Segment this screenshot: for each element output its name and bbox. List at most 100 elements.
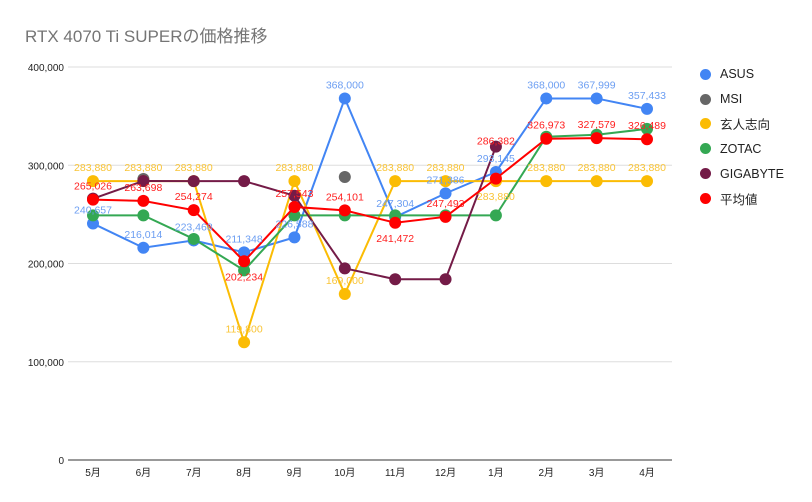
- chart-title: RTX 4070 Ti SUPERの価格推移: [25, 27, 268, 46]
- data-point: [238, 175, 251, 188]
- y-tick-label: 100,000: [28, 358, 65, 369]
- x-tick-label: 4月: [639, 467, 655, 479]
- series-line: [93, 127, 648, 272]
- data-point: [540, 175, 553, 188]
- data-point: [87, 217, 99, 230]
- data-label: 283,880: [275, 162, 313, 174]
- legend-item: GIGABYTE: [700, 161, 784, 186]
- data-point: [389, 216, 402, 229]
- legend-marker: [700, 93, 711, 105]
- data-label: 216,014: [124, 229, 162, 241]
- legend-label: GIGABYTE: [720, 166, 784, 181]
- data-point: [590, 92, 603, 105]
- legend-item: ASUS: [700, 62, 784, 87]
- data-label: 293,145: [477, 153, 515, 165]
- data-point: [288, 189, 301, 202]
- x-tick-label: 1月: [488, 467, 504, 479]
- y-tick-label: 200,000: [28, 260, 65, 271]
- data-point: [540, 132, 553, 145]
- data-point: [238, 264, 251, 277]
- data-point: [338, 204, 351, 217]
- data-label: 283,880: [527, 162, 565, 174]
- data-label: 283,880: [578, 162, 616, 174]
- data-point: [439, 273, 452, 286]
- data-label: 240,657: [74, 205, 112, 217]
- legend-marker: [700, 168, 711, 180]
- data-point: [87, 175, 99, 188]
- data-label: 283,880: [175, 162, 213, 174]
- legend-marker: [700, 192, 711, 204]
- data-label: 326,489: [628, 120, 666, 132]
- data-label: 226,588: [275, 218, 313, 230]
- data-point: [489, 140, 502, 153]
- data-label: 368,000: [326, 79, 364, 91]
- legend-item: 玄人志向: [700, 112, 784, 137]
- data-label: 254,101: [326, 191, 364, 203]
- data-label: 241,472: [376, 233, 414, 245]
- x-tick-label: 7月: [186, 467, 202, 479]
- legend-item: 平均値: [700, 186, 784, 211]
- x-tick-label: 2月: [538, 467, 554, 479]
- series-line: [92, 137, 648, 263]
- data-point: [641, 122, 653, 135]
- data-point: [87, 209, 99, 222]
- data-label: 271,386: [427, 174, 465, 186]
- data-point: [641, 175, 653, 188]
- data-point: [540, 92, 553, 105]
- legend-label: MSI: [720, 92, 743, 107]
- data-point: [641, 133, 653, 146]
- data-point: [590, 132, 603, 145]
- series-line: [92, 95, 648, 254]
- legend-label: ZOTAC: [720, 141, 762, 156]
- legend-marker: [700, 68, 711, 80]
- data-point: [238, 255, 251, 268]
- data-label: 326,973: [527, 120, 565, 132]
- data-label: 265,026: [74, 181, 112, 193]
- data-label: 169,000: [326, 275, 364, 287]
- data-label: 327,579: [578, 119, 616, 131]
- data-label: 367,999: [578, 79, 616, 91]
- data-point: [288, 200, 301, 213]
- series-line: [93, 178, 647, 346]
- data-label: 247,493: [427, 198, 465, 210]
- legend-marker: [700, 143, 711, 155]
- data-point: [137, 209, 150, 222]
- data-point: [389, 273, 402, 286]
- data-point: [389, 175, 402, 188]
- data-point: [489, 172, 502, 185]
- data-point: [187, 175, 200, 188]
- x-tick-label: 9月: [287, 467, 303, 479]
- data-point: [137, 174, 150, 187]
- data-point: [338, 287, 351, 300]
- data-label: 119,800: [225, 323, 262, 335]
- data-point: [439, 210, 452, 223]
- data-point: [137, 194, 150, 207]
- data-point: [288, 209, 301, 222]
- data-label: 286,382: [477, 136, 515, 148]
- data-point: [87, 193, 99, 206]
- data-point: [288, 231, 301, 244]
- data-label: 254,274: [175, 191, 213, 203]
- x-tick-label: 12月: [435, 467, 456, 479]
- data-label: 283,880: [376, 162, 414, 174]
- legend-label: ASUS: [720, 67, 755, 82]
- y-tick-label: 300,000: [28, 161, 65, 172]
- data-point: [590, 175, 603, 188]
- x-tick-label: 6月: [136, 467, 152, 479]
- data-label: 223,468: [175, 221, 213, 233]
- data-label: 283,880: [124, 162, 162, 174]
- x-tick-label: 11月: [385, 467, 405, 479]
- data-point: [641, 102, 653, 115]
- data-point: [137, 241, 150, 254]
- legend-label: 玄人志向: [720, 118, 771, 133]
- y-tick-label: 400,000: [28, 63, 65, 74]
- data-label: 283,880: [477, 191, 515, 203]
- x-tick-label: 3月: [589, 467, 605, 479]
- data-point: [187, 204, 200, 217]
- data-label: 283,880: [427, 162, 465, 174]
- legend-item: ZOTAC: [700, 136, 784, 161]
- data-point: [238, 246, 251, 259]
- data-label: 283,880: [74, 162, 112, 174]
- legend-marker: [700, 118, 711, 130]
- legend-item: MSI: [700, 87, 784, 112]
